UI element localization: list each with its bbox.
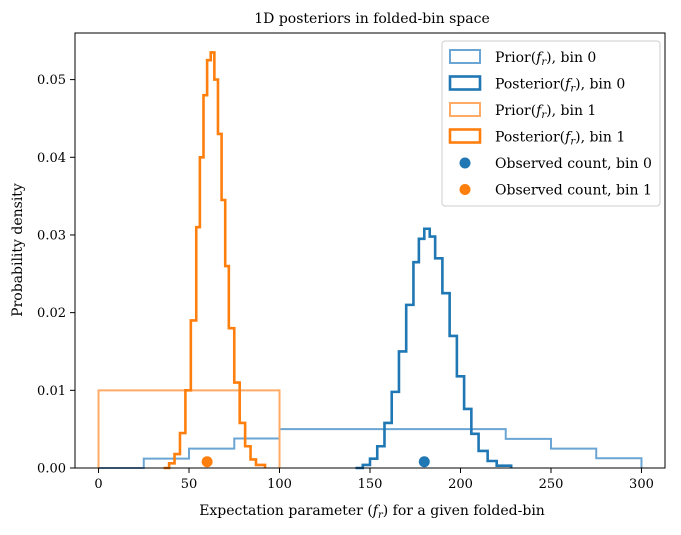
chart-title: 1D posteriors in folded-bin space [254,11,490,27]
y-tick-label-5: 0.05 [37,73,66,88]
series-1-line [355,227,513,470]
observed-count-point-5-0 [201,456,213,468]
legend-box [441,40,661,207]
x-tick-label-0: 0 [94,477,102,492]
axes: 0 50 100 150 200 250 300 0.00 0.01 0.02 0.03 0.04 0.… [37,32,666,492]
legend-label-2: Prior(fr), bin 1 [495,103,596,121]
legend-marker-4 [459,157,471,169]
legend-marker-1 [448,75,482,91]
y-tick-label-0: 0.00 [37,462,66,477]
legend-label-5: Observed count, bin 1 [495,183,652,199]
x-tick-label-200: 200 [448,477,473,492]
x-tick-label-250: 250 [539,477,564,492]
legend-marker-5 [459,184,471,195]
x-axis-label: Expectation parameter (fr) for a given f… [199,503,545,521]
legend-marker-3 [448,128,482,144]
legend-label-0: Prior(fr), bin 0 [495,50,596,68]
series-3-line [163,51,267,470]
x-tick-label-50: 50 [181,477,198,492]
legend-marker-2 [449,102,481,117]
legend-label-1: Posterior(fr), bin 0 [495,77,625,95]
x-tick-label-300: 300 [629,477,654,492]
legend: Prior(fr), bin 0 Posterior(fr), bin 0 Prio… [441,40,661,207]
y-tick-label-1: 0.01 [37,384,66,399]
x-tick-label-150: 150 [358,477,383,492]
observed-count-point-4-0 [418,456,430,468]
y-tick-label-4: 0.04 [37,151,66,166]
legend-label-3: Posterior(fr), bin 1 [495,130,625,148]
legend-label-4: Observed count, bin 0 [495,156,652,172]
series-0-line [98,428,643,469]
y-tick-label-2: 0.02 [37,306,66,321]
plot-area [97,51,643,470]
y-tick-label-3: 0.03 [37,228,66,243]
legend-marker-0 [449,49,481,64]
x-tick-label-100: 100 [267,477,292,492]
y-axis-label: Probability density [10,183,26,317]
